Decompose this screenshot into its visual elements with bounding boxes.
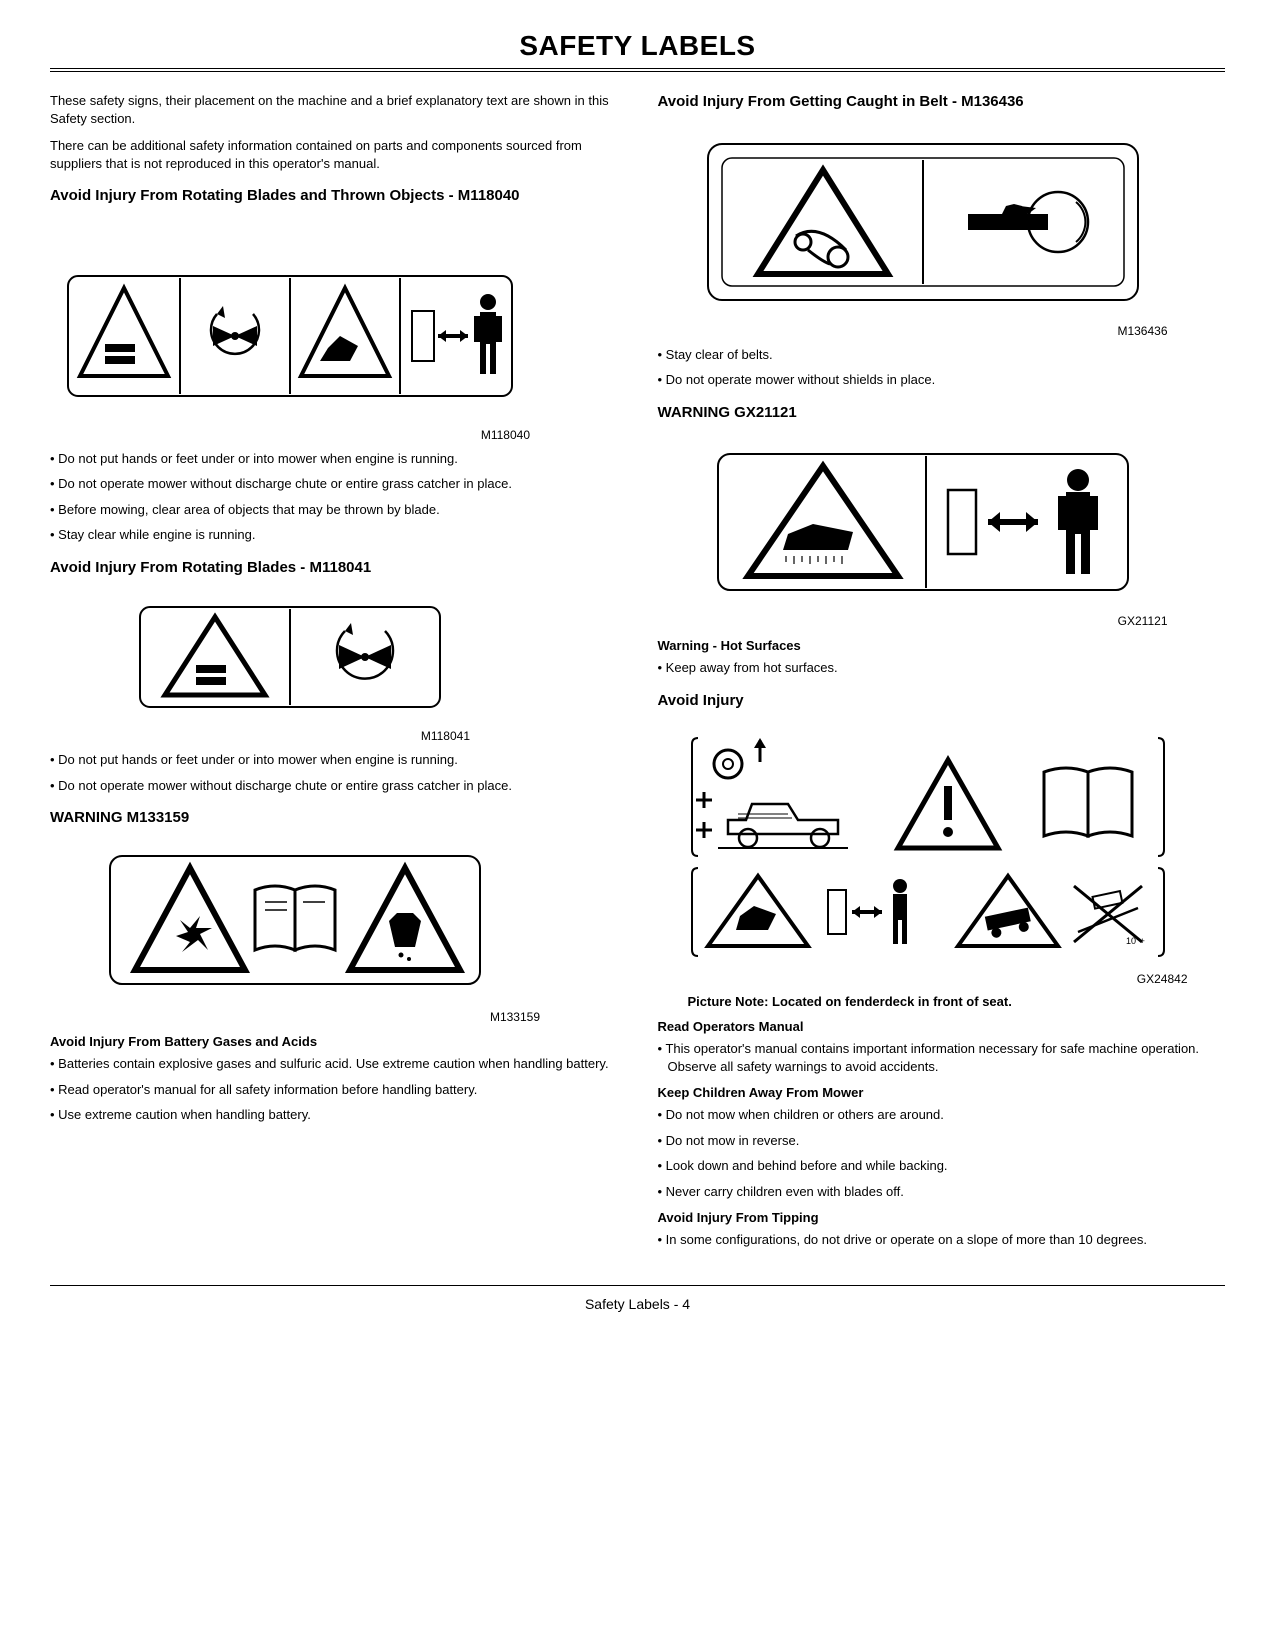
bullet: Stay clear of belts. [658,346,1226,364]
bullet: Never carry children even with blades of… [658,1183,1226,1201]
label-figure-m133159 [50,838,618,1008]
caption-gx24842: GX24842 [658,972,1188,986]
heading-m133159: WARNING M133159 [50,808,618,828]
bullet: Do not put hands or feet under or into m… [50,751,618,769]
intro-p1: These safety signs, their placement on t… [50,92,618,127]
heading-m118040: Avoid Injury From Rotating Blades and Th… [50,186,618,206]
bullet: In some configurations, do not drive or … [658,1231,1226,1249]
heading-gx21121: WARNING GX21121 [658,403,1226,423]
bullet: Before mowing, clear area of objects tha… [50,501,618,519]
intro-block: These safety signs, their placement on t… [50,92,618,172]
label-figure-m118040 [50,216,618,426]
bullet: Do not operate mower without shields in … [658,371,1226,389]
subheading-tipping: Avoid Injury From Tipping [658,1210,1226,1225]
caption-gx21121: GX21121 [658,614,1168,628]
subheading-read-manual: Read Operators Manual [658,1019,1226,1034]
right-column: Avoid Injury From Getting Caught in Belt… [658,92,1226,1257]
bullet: Do not mow in reverse. [658,1132,1226,1150]
bullet: Do not mow when children or others are a… [658,1106,1226,1124]
picture-note: Picture Note: Located on fenderdeck in f… [688,994,1226,1009]
bullet: Do not operate mower without discharge c… [50,475,618,493]
bullet: Read operator's manual for all safety in… [50,1081,618,1099]
label-figure-m136436 [678,122,1226,322]
left-column: These safety signs, their placement on t… [50,92,618,1257]
label-figure-gx24842: 10°+ [668,720,1226,970]
bullet: Look down and behind before and while ba… [658,1157,1226,1175]
subheading-battery: Avoid Injury From Battery Gases and Acid… [50,1034,618,1049]
heading-m118041: Avoid Injury From Rotating Blades - M118… [50,558,618,578]
caption-m118041: M118041 [50,729,470,743]
label-figure-m118041 [110,587,618,727]
title-rule [50,68,1225,72]
heading-avoid-injury: Avoid Injury [658,691,1226,711]
bullet: Do not operate mower without discharge c… [50,777,618,795]
bullet: Stay clear while engine is running. [50,526,618,544]
bullet: Do not put hands or feet under or into m… [50,450,618,468]
page-title: SAFETY LABELS [50,30,1225,68]
heading-m136436: Avoid Injury From Getting Caught in Belt… [658,92,1226,112]
bullet: This operator's manual contains importan… [658,1040,1226,1075]
caption-m133159: M133159 [50,1010,540,1024]
content-columns: These safety signs, their placement on t… [50,92,1225,1257]
svg-text:10°+: 10°+ [1126,936,1145,946]
caption-m136436: M136436 [658,324,1168,338]
intro-p2: There can be additional safety informati… [50,137,618,172]
bullet: Batteries contain explosive gases and su… [50,1055,618,1073]
subheading-hot: Warning - Hot Surfaces [658,638,1226,653]
subheading-children: Keep Children Away From Mower [658,1085,1226,1100]
page-footer: Safety Labels - 4 [50,1285,1225,1312]
caption-m118040: M118040 [50,428,530,442]
label-figure-gx21121 [678,432,1226,612]
bullet: Keep away from hot surfaces. [658,659,1226,677]
bullet: Use extreme caution when handling batter… [50,1106,618,1124]
